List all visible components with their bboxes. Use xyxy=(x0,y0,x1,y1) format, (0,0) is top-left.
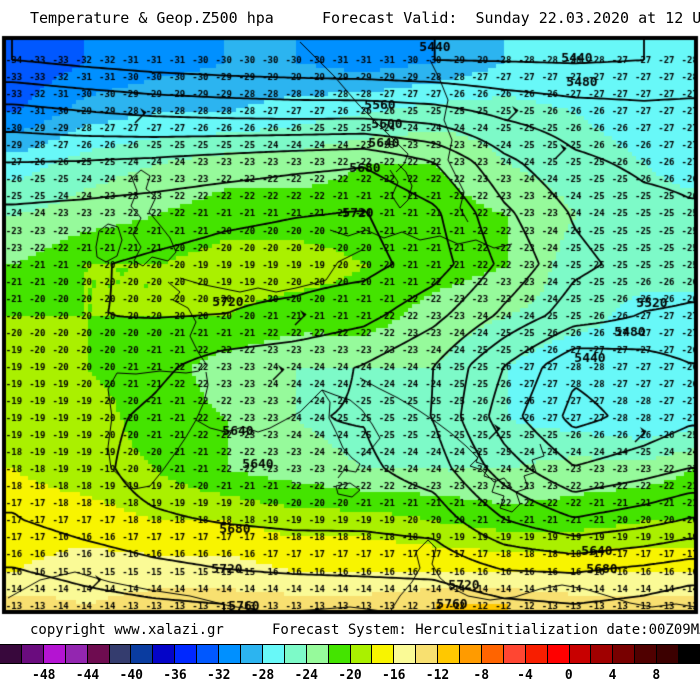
copyright-text: copyright www.xalazi.gr xyxy=(30,622,224,638)
colorbar-cell xyxy=(65,645,87,663)
colorbar-tick-label: -28 xyxy=(250,668,275,683)
colorbar-tick-label: 0 xyxy=(564,668,573,683)
colorbar-cell xyxy=(394,645,416,663)
colorbar-tick-label: -4 xyxy=(517,668,533,683)
colorbar-cell xyxy=(613,645,635,663)
colorbar-cell xyxy=(87,645,109,663)
colorbar-cell xyxy=(438,645,460,663)
colorbar-cell xyxy=(240,645,262,663)
colorbar-cell xyxy=(197,645,219,663)
colorbar-tick-label: 8 xyxy=(652,668,661,683)
colorbar-cell xyxy=(679,645,700,663)
colorbar-cell xyxy=(569,645,591,663)
colorbar-tick-label: -12 xyxy=(425,668,450,683)
colorbar-cell xyxy=(350,645,372,663)
colorbar-tick-label: -40 xyxy=(119,668,143,683)
colorbar-cell xyxy=(547,645,569,663)
forecast-system-text: Forecast System: Hercules xyxy=(272,622,483,638)
forecast-valid-text: Forecast Valid: Sunday 22.03.2020 at 12 … xyxy=(322,9,700,27)
colorbar-cell xyxy=(262,645,284,663)
colorbar-tick-label: 4 xyxy=(608,668,617,683)
colorbar-tick-label: -8 xyxy=(473,668,490,683)
colorbar-cell xyxy=(109,645,131,663)
colorbar-tick-label: -24 xyxy=(294,668,318,683)
colorbar-tick-labels: -48 -44 -40 -36 -32 -28 -24 -20 -16 -12 -8 -4 0 4 8 xyxy=(0,668,700,684)
colorbar-tick-label: -16 xyxy=(382,668,406,683)
colorbar-tick-label: -36 xyxy=(163,668,187,683)
weather-map-canvas xyxy=(0,34,700,618)
colorbar-cell xyxy=(416,645,438,663)
colorbar-tick-label: -44 xyxy=(75,668,100,683)
colorbar-tick-label: -48 xyxy=(32,668,56,683)
temperature-colorbar xyxy=(0,644,700,664)
colorbar-cell xyxy=(635,645,657,663)
colorbar-cell xyxy=(219,645,240,663)
colorbar-cell xyxy=(503,645,525,663)
colorbar-tick-label: -20 xyxy=(338,668,362,683)
colorbar-cell xyxy=(591,645,613,663)
colorbar-cell xyxy=(657,645,679,663)
colorbar-cell xyxy=(284,645,306,663)
colorbar-cell xyxy=(481,645,503,663)
colorbar-cell xyxy=(0,645,21,663)
init-date-text: Initialization date:00Z09MAR2020 xyxy=(480,622,700,638)
page-title: Temperature & Geop.Z500 hpa xyxy=(30,9,274,27)
weather-map xyxy=(0,34,700,618)
colorbar-cell xyxy=(525,645,547,663)
colorbar-cell xyxy=(328,645,350,663)
colorbar-cell xyxy=(153,645,175,663)
colorbar-cell xyxy=(175,645,197,663)
colorbar-cell xyxy=(131,645,153,663)
colorbar-cell xyxy=(306,645,328,663)
colorbar-tick-label: -32 xyxy=(207,668,231,683)
colorbar-cell xyxy=(21,645,43,663)
colorbar-cell xyxy=(43,645,65,663)
colorbar-cell xyxy=(372,645,394,663)
colorbar-cell xyxy=(460,645,481,663)
